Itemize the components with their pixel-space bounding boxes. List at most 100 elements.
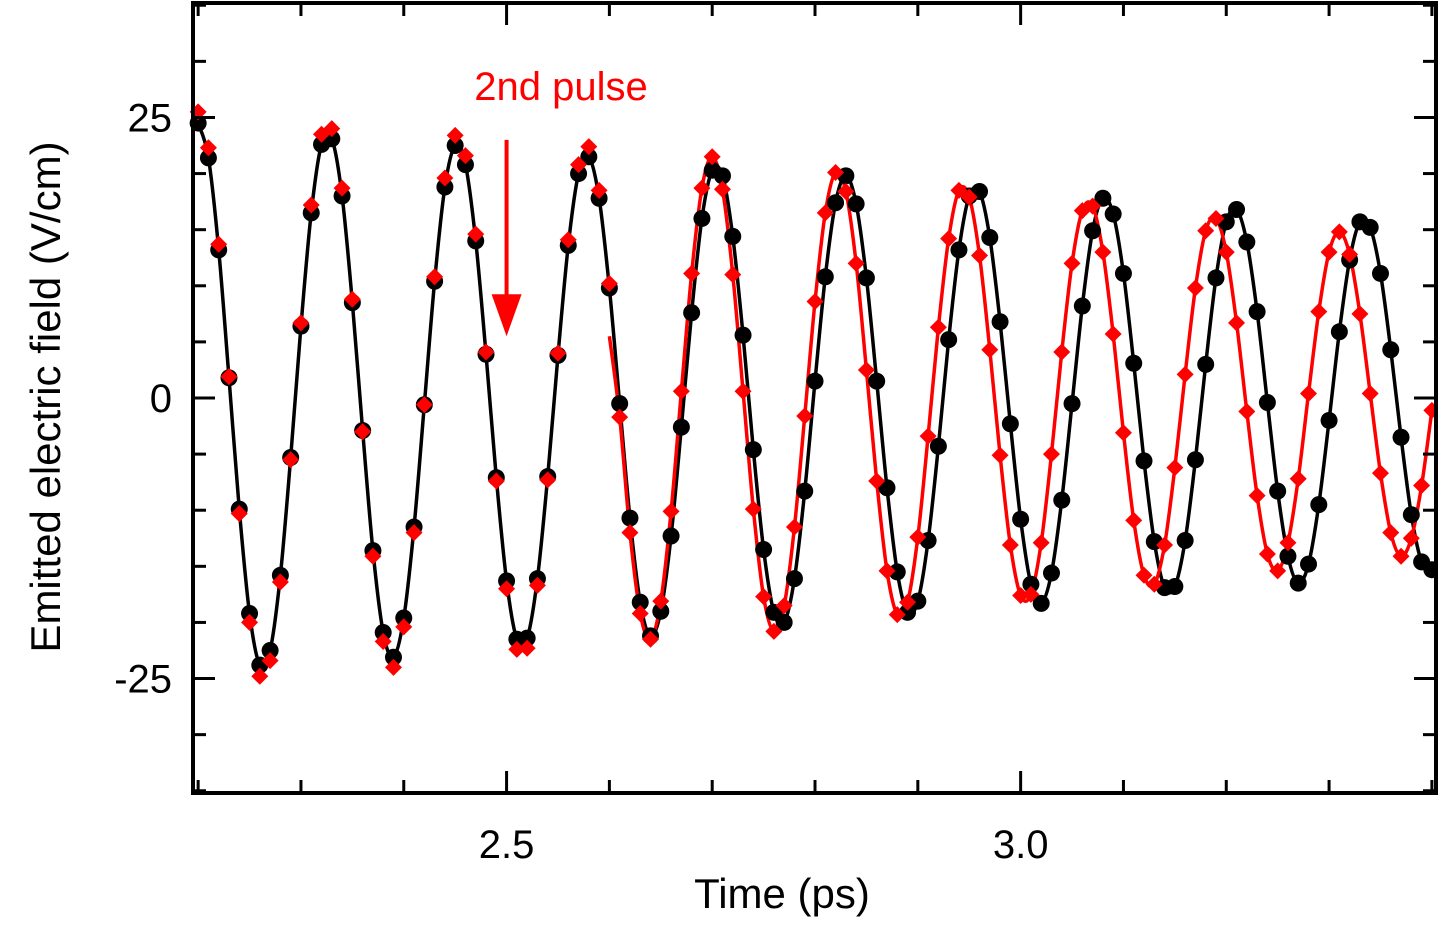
black-data-point [199,149,217,167]
red-data-point [1032,534,1050,552]
black-data-point [734,326,752,344]
red-data-point [374,633,392,651]
red-data-point [1382,524,1400,542]
red-data-point [785,518,803,536]
red-data-point [1001,536,1019,554]
black-data-point [374,624,392,642]
black-data-point [847,195,865,213]
red-data-point [1042,445,1060,463]
right-margin [1438,0,1440,928]
black-data-point [456,156,474,174]
red-data-point [1258,545,1276,563]
red-data-point [1207,209,1225,227]
red-data-point [950,181,968,199]
red-data-point [1125,511,1143,529]
red-data-point [642,630,660,648]
black-data-point [1300,555,1318,573]
red-data-point [621,524,639,542]
red-data-point [199,139,217,157]
red-data-point [251,667,269,685]
black-data-point [1022,575,1040,593]
red-data-point [878,562,896,580]
red-data-point [662,502,680,520]
black-data-point [395,609,413,627]
black-data-point [672,418,690,436]
red-data-point [1104,325,1122,343]
red-data-point [446,126,464,144]
black-data-point [827,194,845,212]
red-data-point [837,183,855,201]
red-data-point [220,368,238,386]
red-data-point [333,179,351,197]
black-data-point [816,268,834,286]
black-data-point [1310,496,1328,514]
red-data-point [354,423,372,441]
black-data-point [1042,564,1060,582]
red-data-point [991,446,1009,464]
red-data-point [436,169,454,187]
red-data-point [806,292,824,310]
red-data-point [210,235,228,253]
black-data-point [775,613,793,631]
red-data-point [302,196,320,214]
black-data-point [1361,218,1379,236]
series-lines [196,122,1434,670]
red-data-point [241,613,259,631]
red-data-point [1166,459,1184,477]
black-data-point [868,372,886,390]
red-data-point [456,147,474,165]
black-data-point [446,137,464,155]
black-data-point [1001,415,1019,433]
red-data-point [1341,245,1359,263]
red-data-point [415,396,433,414]
black-data-point [518,629,536,647]
black-data-point [683,304,701,322]
red-data-point [518,639,536,657]
red-data-point [755,588,773,606]
black-data-point [1279,547,1297,565]
y-axis-title: Emitted electric field (V/cm) [22,141,69,652]
black-data-point [1125,354,1143,372]
red-data-point [600,275,618,293]
red-data-point [847,254,865,272]
black-data-point [950,241,968,259]
black-data-point [261,641,279,659]
black-data-point [1402,506,1420,524]
red-data-point [652,592,670,610]
black-data-point [744,441,762,459]
black-data-point [1289,574,1307,592]
black-data-point [1053,491,1071,509]
black-data-point [713,167,731,185]
black-data-point [384,648,402,666]
red-data-point [1176,365,1194,383]
red-data-point [282,451,300,469]
red-data-point [230,505,248,523]
red-data-point [1402,529,1420,547]
red-data-point [1279,534,1297,552]
black-data-point [436,178,454,196]
black-data-point [693,209,711,227]
red-data-point [477,343,495,361]
red-data-point [857,361,875,379]
red-data-point [971,246,989,264]
red-data-point [1392,547,1410,565]
red-data-point [1197,222,1215,240]
red-data-point [868,472,886,490]
black-data-point [888,563,906,581]
red-data-point [940,230,958,248]
red-data-point [1361,385,1379,403]
black-data-point [1320,411,1338,429]
red-data-point [1156,536,1174,554]
red-data-point [1330,223,1348,241]
red-data-point [1022,585,1040,603]
annotation: 2nd pulse [474,65,648,337]
red-data-point [1248,487,1266,505]
x-tick-label: 2.5 [479,823,535,867]
red-data-point [1217,243,1235,261]
black-data-point [1238,233,1256,251]
red-data-point [323,120,341,138]
annotation-arrow-head [491,294,522,337]
black-data-point [1104,205,1122,223]
red-data-point [292,314,310,332]
